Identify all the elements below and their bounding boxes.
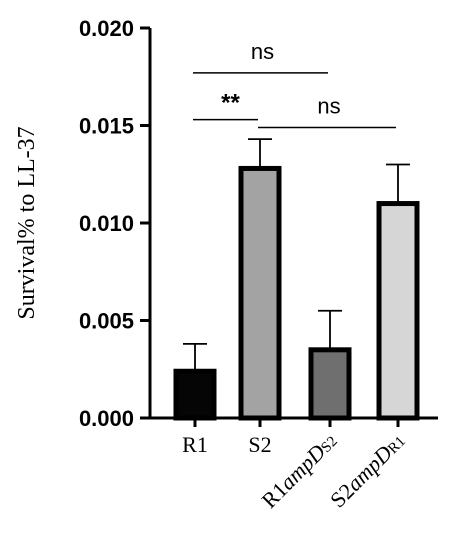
y-axis: 0.000 0.005 0.010 0.015 0.020 [79, 16, 152, 431]
bar [173, 368, 217, 421]
significance-label: ns [317, 93, 340, 118]
significance-bracket: ns [193, 39, 328, 74]
x-tick-label: S2 [248, 432, 271, 457]
significance-annotations: ns ** ns [193, 39, 396, 129]
x-tick-label: S2ampDR1 [325, 428, 410, 513]
significance-bracket: ** [193, 90, 258, 121]
bar [308, 347, 352, 421]
error-bar [318, 309, 342, 348]
bars [173, 165, 420, 421]
bar [376, 201, 420, 421]
y-tick-label: 0.000 [79, 406, 134, 431]
error-bars [183, 138, 410, 370]
bar [238, 165, 282, 421]
error-bar [248, 138, 272, 167]
y-tick-label: 0.020 [79, 16, 134, 41]
y-tick-label: 0.015 [79, 114, 134, 139]
significance-label: ** [221, 90, 240, 117]
x-ticks [193, 418, 400, 427]
y-tick-label: 0.005 [79, 309, 134, 334]
error-bar [386, 163, 410, 202]
error-bar [183, 342, 207, 370]
y-tick-label: 0.010 [79, 211, 134, 236]
significance-label: ns [251, 39, 274, 64]
y-ticks: 0.000 0.005 0.010 0.015 0.020 [79, 16, 150, 431]
x-tick-label: R1 [182, 432, 208, 457]
significance-bracket: ns [258, 93, 396, 129]
y-axis-label: Survival% to LL-37 [14, 126, 40, 319]
